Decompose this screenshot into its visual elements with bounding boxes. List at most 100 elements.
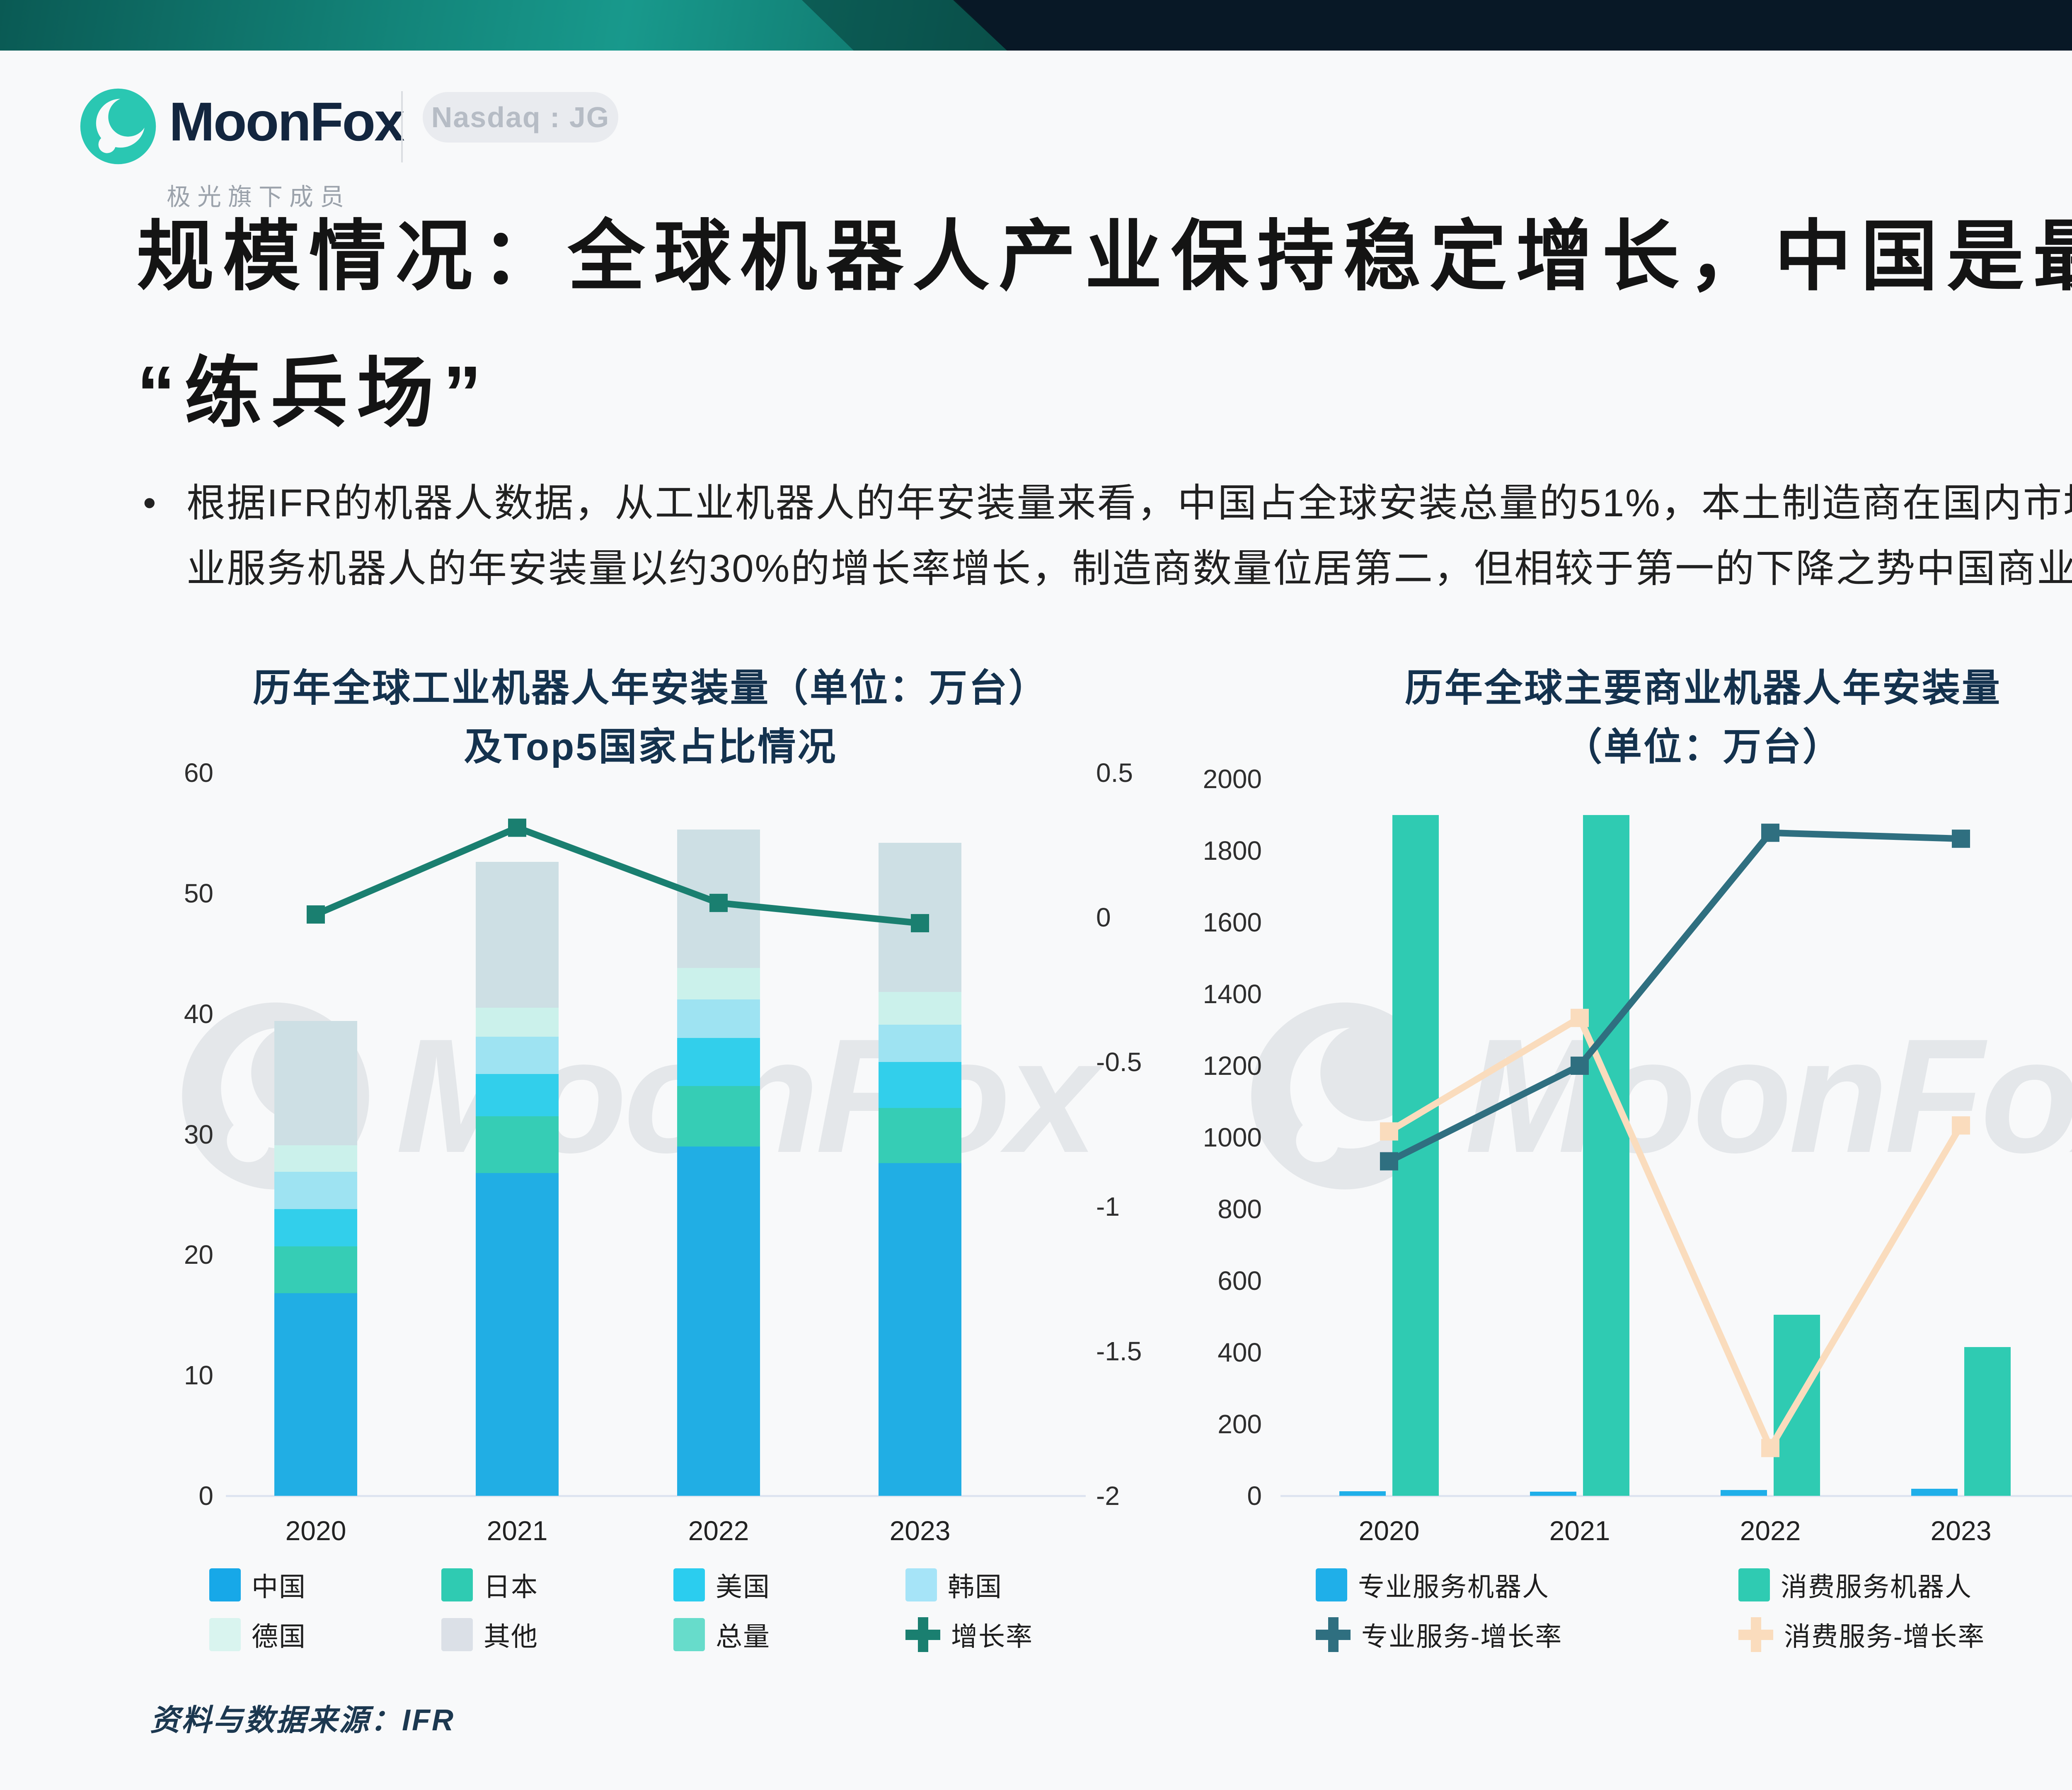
line-marker-消费服务-增长率: [1380, 1122, 1398, 1141]
chart-title-line: （单位：万台）: [1564, 726, 1842, 768]
y-axis-tick-left: 1200: [1203, 1051, 1262, 1081]
bar-segment-中国: [879, 1163, 961, 1496]
page-title-line2: “练兵场”: [137, 351, 491, 436]
legend-label: 美国: [716, 1572, 770, 1602]
x-axis-label: 2020: [285, 1515, 346, 1546]
legend-item-总量: 总量: [673, 1614, 905, 1655]
legend-line-marker-icon: [1316, 1617, 1351, 1652]
x-axis-label: 2022: [1740, 1515, 1801, 1546]
line-marker-专业服务-增长率: [1761, 823, 1779, 842]
line-marker-增长率: [307, 905, 325, 924]
chart-legend: 中国 日本 美国 韩国德国 其他 总量 增长率: [209, 1564, 1138, 1655]
y-axis-tick-left: 400: [1218, 1338, 1262, 1367]
legend-swatch: [441, 1568, 473, 1601]
bar-segment-中国: [476, 1173, 559, 1496]
bar-segment-德国: [476, 1008, 559, 1037]
top-accent-teal-shape: [0, 0, 1007, 51]
chart-title: 历年全球主要商业机器人年安装量 （单位：万台）: [1235, 659, 2072, 776]
x-axis-label: 2021: [487, 1515, 548, 1546]
line-marker-增长率: [709, 894, 728, 912]
line-marker-消费服务-增长率: [1761, 1439, 1779, 1457]
total-overlay-bar: [677, 829, 760, 1496]
y-axis-tick-right: -0.5: [1096, 1047, 1142, 1077]
bar-segment-美国: [274, 1209, 357, 1246]
chart-title-line: 及Top5国家占比情况: [464, 726, 838, 768]
legend-label: 中国: [252, 1572, 306, 1602]
y-axis-tick-right: 0: [1096, 902, 1111, 932]
x-axis-baseline: [1280, 1495, 2072, 1497]
bar-segment-其他: [274, 1021, 357, 1145]
legend-swatch: [905, 1568, 937, 1601]
legend-label: 德国: [252, 1622, 306, 1652]
legend-swatch: [441, 1618, 473, 1651]
growth-line-消费服务-增长率: [1387, 1013, 1964, 1456]
legend-line-marker-icon: [1738, 1617, 1773, 1652]
legend-swatch: [673, 1618, 705, 1651]
line-marker-专业服务-增长率: [1952, 830, 1970, 848]
legend-label: 韩国: [948, 1572, 1002, 1602]
y-axis-tick-left: 600: [1218, 1266, 1262, 1296]
x-axis-baseline: [226, 1495, 1086, 1497]
bar-专业服务机器人: [1911, 1488, 1958, 1496]
line-marker-增长率: [508, 818, 526, 837]
legend-swatch: [1316, 1568, 1347, 1601]
legend-label: 消费服务-增长率: [1784, 1622, 1985, 1652]
bar-segment-德国: [677, 968, 760, 999]
line-marker-专业服务-增长率: [1571, 1057, 1589, 1075]
legend-label: 日本: [484, 1572, 538, 1602]
legend-label: 增长率: [951, 1622, 1033, 1652]
legend-item-消费服务-增长率: 消费服务-增长率: [1738, 1614, 2072, 1655]
legend-item-德国: 德国: [209, 1614, 441, 1655]
legend-swatch: [673, 1568, 705, 1601]
bar-segment-其他: [476, 862, 559, 1008]
brand-tagline: 极光旗下成员: [167, 184, 351, 210]
moonfox-watermark: MoonFox: [1247, 999, 2072, 1193]
legend-item-中国: 中国: [209, 1564, 441, 1606]
bar-segment-日本: [274, 1246, 357, 1294]
total-overlay-bar: [274, 1021, 357, 1496]
bar-segment-日本: [677, 1086, 760, 1147]
y-axis-tick-left: 1600: [1203, 907, 1262, 937]
x-axis-label: 2022: [688, 1515, 749, 1546]
y-axis-tick-left: 60: [184, 758, 213, 788]
legend-item-消费服务机器人: 消费服务机器人: [1738, 1564, 2072, 1606]
y-axis-tick-left: 50: [184, 878, 213, 908]
legend-label: 专业服务-增长率: [1361, 1622, 1563, 1652]
legend-item-美国: 美国: [673, 1564, 905, 1606]
moonfox-logo-icon: [79, 87, 157, 166]
summary-text: 根据IFR的机器人数据，从工业机器人的年安装量来看，中国占全球安装总量的51%，…: [186, 481, 2072, 590]
y-axis-tick-right: -1: [1096, 1192, 1120, 1222]
chart-title-line: 历年全球主要商业机器人年安装量: [1404, 667, 2002, 709]
legend-line-marker-icon: [905, 1617, 940, 1652]
y-axis-tick-left: 1400: [1203, 979, 1262, 1009]
brand-name: MoonFox: [169, 91, 405, 152]
bar-segment-韩国: [476, 1036, 559, 1074]
y-axis-tick-left: 1000: [1203, 1122, 1262, 1152]
y-axis-tick-left: 30: [184, 1119, 213, 1149]
legend-item-专业服务机器人: 专业服务机器人: [1316, 1564, 1738, 1606]
line-marker-增长率: [911, 914, 929, 932]
y-axis-tick-left: 10: [184, 1360, 213, 1391]
legend-label: 其他: [484, 1622, 538, 1652]
bar-segment-中国: [677, 1146, 760, 1496]
summary-bullet: • 根据IFR的机器人数据，从工业机器人的年安装量来看，中国占全球安装总量的51…: [143, 470, 2072, 601]
bar-专业服务机器人: [1339, 1491, 1386, 1496]
legend-label: 总量: [716, 1622, 770, 1652]
y-axis-tick-left: 20: [184, 1240, 213, 1270]
page-title-line1: 规模情况：全球机器人产业保持稳定增长，中国是最大的: [137, 214, 2072, 300]
growth-line-layer: [307, 818, 929, 932]
bar-segment-德国: [879, 992, 961, 1025]
legend-swatch: [209, 1568, 241, 1601]
total-overlay-bar: [879, 842, 961, 1496]
nasdaq-ticker-badge: Nasdaq : JG: [423, 92, 618, 143]
bar-segment-日本: [476, 1116, 559, 1173]
bar-segment-中国: [274, 1293, 357, 1496]
line-marker-消费服务-增长率: [1571, 1009, 1589, 1027]
bar-消费服务机器人: [1583, 815, 1629, 1496]
x-axis-label: 2021: [1549, 1515, 1610, 1546]
total-overlay-bar: [476, 862, 559, 1496]
legend-swatch: [1738, 1568, 1770, 1601]
y-axis-tick-left: 0: [1247, 1481, 1262, 1511]
bullet-marker: •: [143, 482, 156, 524]
